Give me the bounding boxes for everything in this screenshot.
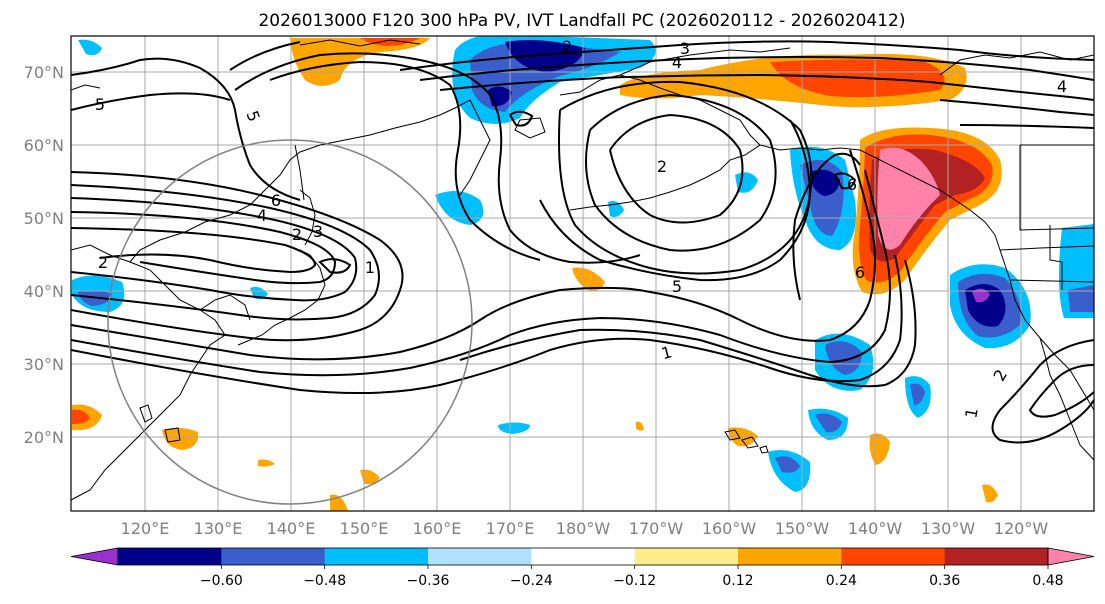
contour-label: 6 bbox=[855, 263, 865, 282]
colorbar-extend-high bbox=[1047, 547, 1095, 566]
lon-label: 180°W bbox=[556, 519, 611, 538]
lon-label: 130°E bbox=[194, 519, 243, 538]
colorbar-ticks: −0.60 −0.48 −0.36 −0.24 −0.12 0.12 0.24 0.36 0.4… bbox=[200, 565, 1064, 589]
colorbar-segment bbox=[324, 548, 429, 565]
colorbar-segments bbox=[70, 547, 1095, 566]
colorbar-frame bbox=[117, 547, 1049, 566]
colorbar-segment bbox=[531, 548, 636, 565]
colorbar-extend-low bbox=[70, 547, 119, 566]
map-title: 2026013000 F120 300 hPa PV, IVT Landfall… bbox=[258, 11, 905, 31]
latitude-labels: 70°N 60°N 50°N 40°N 30°N 20°N bbox=[24, 63, 64, 447]
lon-label: 160°E bbox=[413, 519, 462, 538]
lon-label: 140°W bbox=[848, 519, 903, 538]
lon-label: 120°W bbox=[994, 519, 1049, 538]
contour-label: 1 bbox=[961, 406, 981, 419]
analysis-circle bbox=[107, 139, 473, 505]
pv-contours bbox=[71, 40, 1094, 444]
lon-label: 150°E bbox=[340, 519, 389, 538]
lon-label: 150°W bbox=[775, 519, 830, 538]
colorbar-segment bbox=[634, 548, 739, 565]
contour-label: 2 bbox=[292, 225, 302, 244]
colorbar-tick-label: −0.60 bbox=[200, 573, 243, 589]
lon-label: 170°W bbox=[629, 519, 684, 538]
lon-label: 140°E bbox=[267, 519, 316, 538]
colorbar-tick-label: −0.24 bbox=[510, 573, 553, 589]
colorbar-segment bbox=[841, 548, 946, 565]
colorbar-segment bbox=[738, 548, 842, 565]
colorbar-tick-label: 0.24 bbox=[826, 573, 857, 589]
contour-label: 3 bbox=[313, 222, 323, 241]
contour-label: 3 bbox=[680, 39, 690, 58]
map-frame bbox=[70, 35, 1095, 512]
contour-label: 2 bbox=[657, 157, 667, 176]
lat-label: 60°N bbox=[24, 136, 64, 155]
contour-label: 4 bbox=[257, 206, 267, 225]
map-panel: 5 5 6 4 2 3 2 1 2 3 4 2 5 1 6 6 1 2 4 bbox=[24, 35, 1095, 538]
colorbar: −0.60 −0.48 −0.36 −0.24 −0.12 0.12 0.24 0.36 0.4… bbox=[70, 547, 1095, 589]
lat-label: 70°N bbox=[24, 63, 64, 82]
contour-label: 4 bbox=[1057, 77, 1067, 96]
contour-label: 6 bbox=[271, 191, 281, 210]
colorbar-tick-label: −0.12 bbox=[613, 573, 656, 589]
colorbar-segment bbox=[944, 548, 1049, 565]
colorbar-tick-label: 0.48 bbox=[1032, 573, 1063, 589]
lat-label: 30°N bbox=[24, 355, 64, 374]
colorbar-tick-label: 0.36 bbox=[929, 573, 960, 589]
contour-label: 6 bbox=[847, 175, 857, 194]
colorbar-tick-label: −0.36 bbox=[407, 573, 450, 589]
lat-label: 40°N bbox=[24, 282, 64, 301]
colorbar-segment bbox=[221, 548, 326, 565]
contour-label: 1 bbox=[659, 342, 674, 363]
lat-label: 20°N bbox=[24, 428, 64, 447]
contour-label: 5 bbox=[95, 95, 105, 114]
contour-label: 5 bbox=[672, 277, 682, 296]
lon-label: 170°E bbox=[486, 519, 535, 538]
contour-label: 1 bbox=[365, 258, 375, 277]
contour-label: 4 bbox=[672, 53, 682, 72]
lon-label: 130°W bbox=[921, 519, 976, 538]
lat-label: 50°N bbox=[24, 209, 64, 228]
lon-label: 160°W bbox=[702, 519, 757, 538]
colorbar-tick-label: −0.48 bbox=[303, 573, 346, 589]
colorbar-tick-label: 0.12 bbox=[722, 573, 753, 589]
lon-label: 120°E bbox=[121, 519, 170, 538]
longitude-labels: 120°E 130°E 140°E 150°E 160°E 170°E 180°… bbox=[121, 519, 1049, 538]
colorbar-segment bbox=[118, 548, 222, 565]
contour-label: 2 bbox=[562, 37, 572, 56]
contour-label: 2 bbox=[98, 253, 108, 272]
colorbar-segment bbox=[428, 548, 532, 565]
